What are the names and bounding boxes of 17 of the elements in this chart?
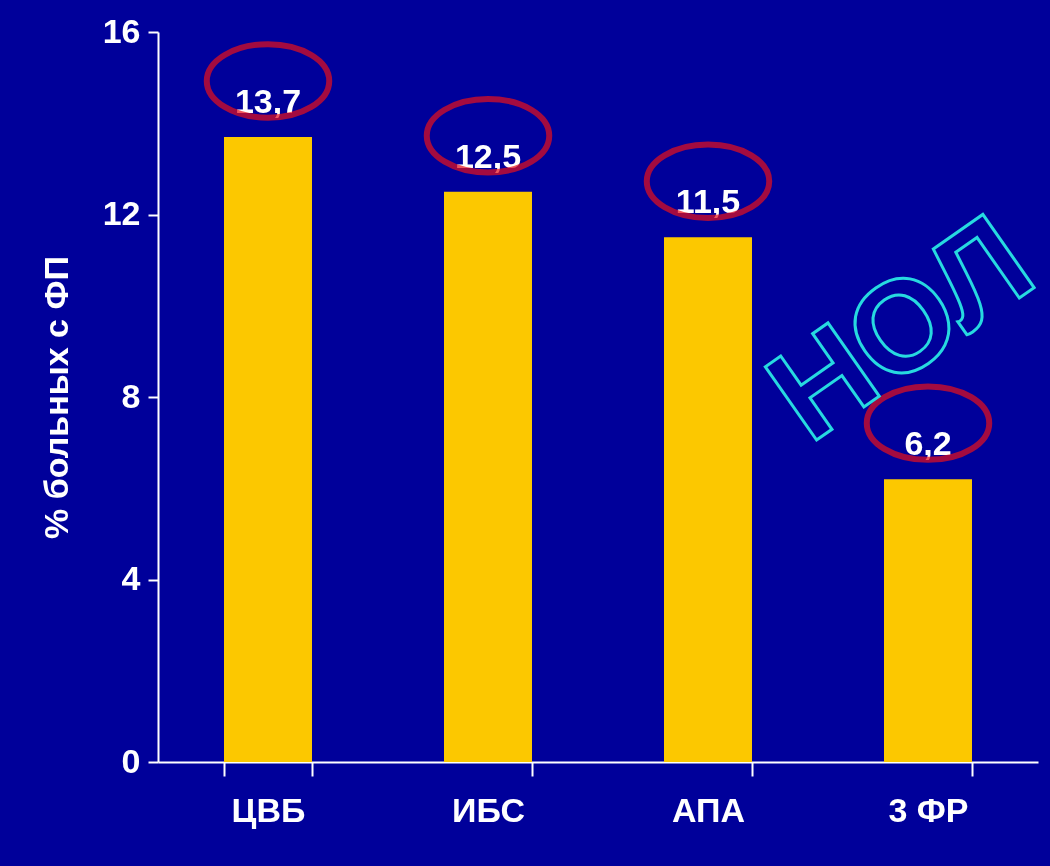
x-tick-label: 3 ФР [888,790,969,829]
y-axis-title: % больных с ФП [36,256,75,539]
y-tick-label: 4 [121,559,141,597]
data-label: 11,5 [675,182,741,221]
y-tick-label: 16 [102,11,141,50]
bar [224,136,312,762]
bar [444,191,532,762]
bar [664,237,752,762]
x-tick-label: ЦВБ [231,790,306,829]
y-tick-label: 8 [121,376,141,415]
x-tick-label: АПА [671,790,746,829]
x-tick-label: ИБС [452,790,525,829]
data-label: 12,5 [454,136,522,175]
bar [884,479,972,762]
y-tick-label: 0 [121,741,141,780]
y-tick-label: 12 [102,194,141,232]
data-label: 13,7 [234,81,302,120]
